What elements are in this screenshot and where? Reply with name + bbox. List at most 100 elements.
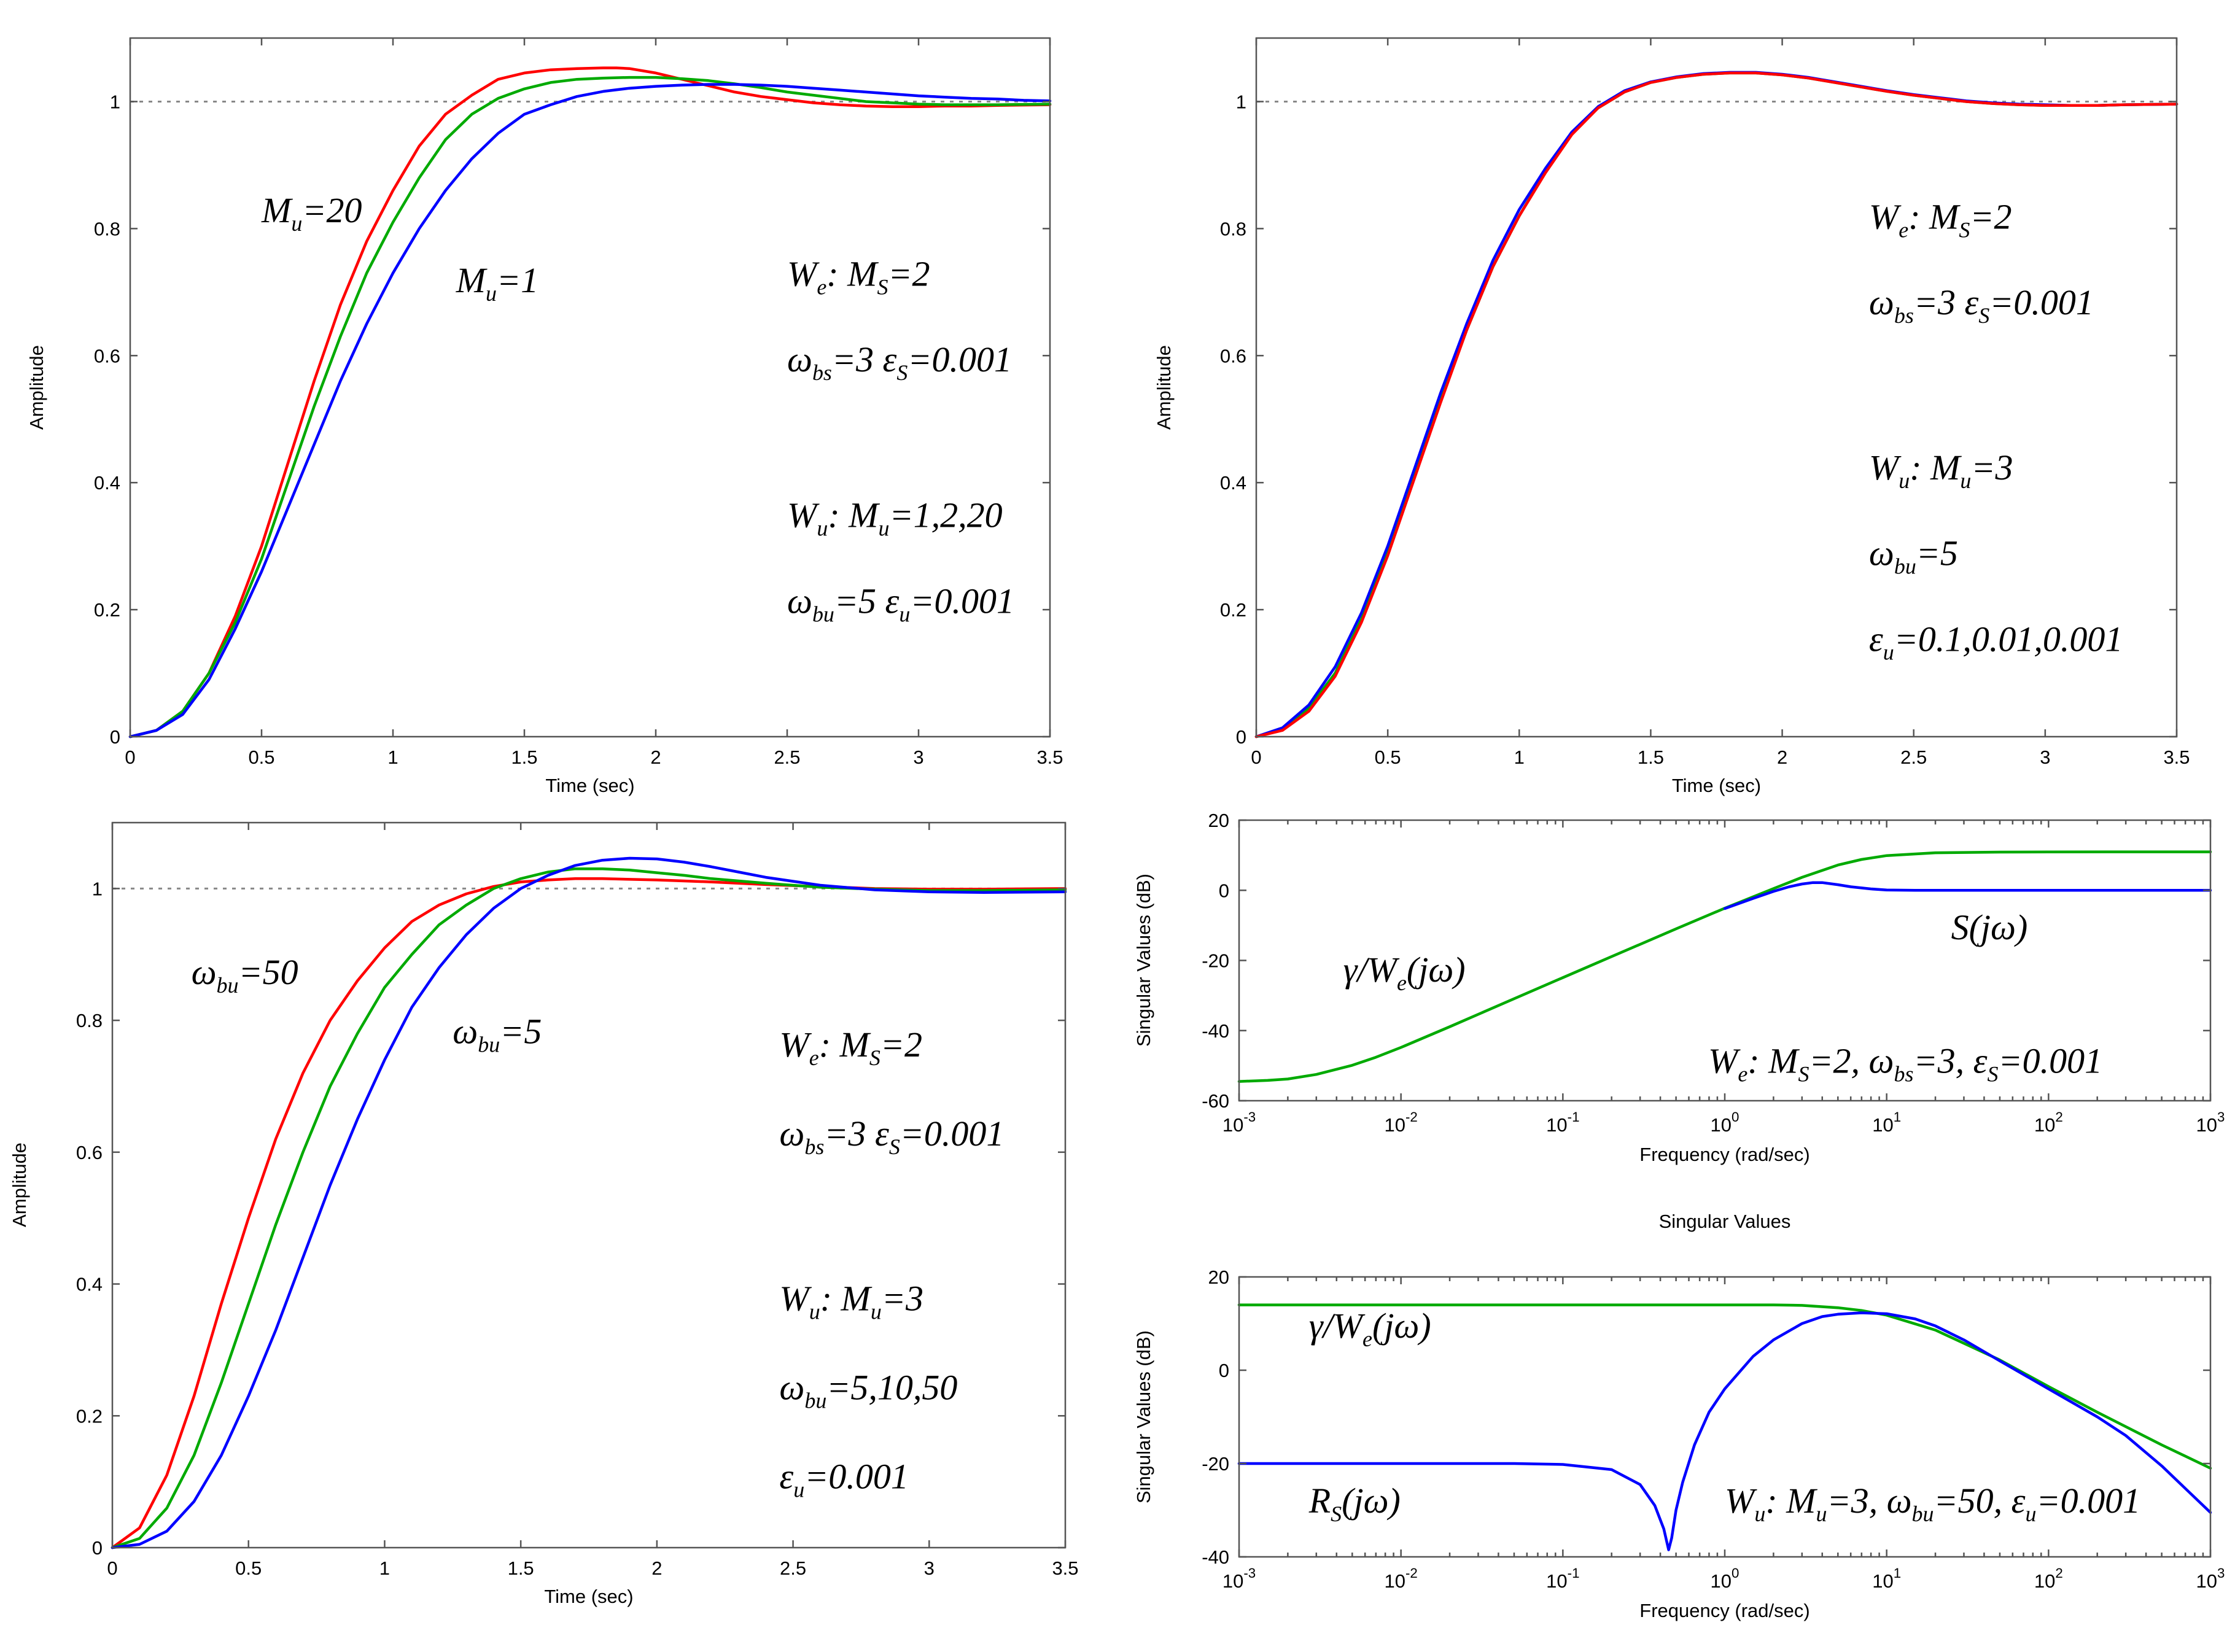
x-tick-label: 1.5 <box>1638 747 1664 768</box>
annotation-wbu: ωbu=5 εu=0.001 <box>787 581 1014 626</box>
annotation-we: We: MS=2 <box>787 254 930 299</box>
x-tick-label: 2.5 <box>1900 747 1927 768</box>
y-tick-label: 0.2 <box>94 599 120 621</box>
annotation-we: We: MS=2, ωbs=3, εS=0.001 <box>1708 1041 2102 1086</box>
series-line-2 <box>128 83 1052 739</box>
annotation-wbu: ωbu=5,10,50 <box>779 1367 957 1413</box>
y-tick-label: 0.2 <box>1220 599 1246 621</box>
x-axis-label: Time (sec) <box>1672 775 1761 796</box>
x-tick-label: 100 <box>1711 1109 1739 1136</box>
x-tick-label: 1 <box>1514 747 1525 768</box>
annotation-wu: Wu: Mu=3 <box>779 1278 923 1324</box>
x-tick-label: 0 <box>1251 747 1261 768</box>
y-tick-label: -40 <box>1202 1020 1229 1042</box>
x-tick-label: 2 <box>651 1557 662 1579</box>
x-tick-label: 0.5 <box>235 1557 262 1579</box>
annotation-we: We: MS=2 <box>1869 196 2012 242</box>
annotation-gamma: γ/We(jω) <box>1343 950 1466 995</box>
series-line-2 <box>1254 71 2179 739</box>
x-tick-label: 3.5 <box>2163 747 2190 768</box>
y-tick-label: 0 <box>110 726 120 748</box>
y-tick-label: 0.4 <box>1220 472 1246 494</box>
annotation-mu20: Mu=20 <box>261 190 362 236</box>
y-tick-label: 0 <box>92 1537 103 1559</box>
y-tick-label: 0.2 <box>76 1405 103 1427</box>
x-tick-label: 1.5 <box>508 1557 534 1579</box>
x-tick-label: 3 <box>2040 747 2050 768</box>
x-tick-label: 1 <box>379 1557 390 1579</box>
annotation-wbs: ωbs=3 εS=0.001 <box>1869 282 2094 328</box>
series-line-0 <box>1237 850 2212 1083</box>
annotation-we: We: MS=2 <box>779 1025 922 1070</box>
y-tick-label: 0.8 <box>76 1010 103 1031</box>
x-tick-label: 2 <box>1777 747 1787 768</box>
y-tick-label: 0.4 <box>76 1274 103 1295</box>
x-tick-label: 2.5 <box>780 1557 806 1579</box>
y-tick-label: 0 <box>1236 726 1246 748</box>
y-axis-label: Amplitude <box>26 345 47 430</box>
x-axis-label: Time (sec) <box>544 1586 633 1607</box>
x-axis-label: Frequency (rad/sec) <box>1639 1144 1809 1165</box>
chart-title: Singular Values <box>1659 1211 1791 1232</box>
y-tick-label: 0.4 <box>94 472 120 494</box>
x-axis-label: Frequency (rad/sec) <box>1639 1600 1809 1621</box>
y-tick-label: 0.6 <box>76 1142 103 1163</box>
chart-step_mu: 0 0.2 0.4 0.6 0.8 1 0 0.5 1 1.5 2 2.5 3 3.5 Time (sec)… <box>26 37 1063 796</box>
x-tick-label: 3.5 <box>1036 747 1063 768</box>
annotation-wbu5: ωbu=5 <box>453 1012 542 1057</box>
series-line-1 <box>111 867 1067 1549</box>
y-tick-label: 20 <box>1208 1266 1229 1288</box>
x-tick-label: 2.5 <box>774 747 800 768</box>
x-tick-label: 2 <box>650 747 661 768</box>
y-tick-label: 0.6 <box>94 345 120 366</box>
series-line-1 <box>1237 1311 2212 1551</box>
annotation-wbu50: ωbu=50 <box>192 952 298 998</box>
annotation-wbs: ωbs=3 εS=0.001 <box>779 1114 1004 1159</box>
plot-frame <box>129 37 1051 738</box>
x-tick-label: 0.5 <box>1375 747 1401 768</box>
annotation-wu: Wu: Mu=3, ωbu=50, εu=0.001 <box>1725 1481 2140 1526</box>
annotation-rs: RS(jω) <box>1308 1481 1401 1526</box>
annotation-eu: εu=0.1,0.01,0.001 <box>1869 619 2123 664</box>
y-tick-label: -40 <box>1202 1546 1229 1568</box>
annotation-wu: Wu: Mu=1,2,20 <box>787 495 1003 541</box>
annotation-wbu: ωbu=5 <box>1869 533 1958 579</box>
y-tick-label: 0.8 <box>1220 218 1246 239</box>
y-tick-label: 0.8 <box>94 218 120 239</box>
annotation-wu: Wu: Mu=3 <box>1869 448 2013 493</box>
annotation-gamma: γ/We(jω) <box>1309 1306 1431 1351</box>
y-tick-label: 0 <box>1219 1360 1229 1381</box>
plot-frame <box>1255 37 2178 738</box>
series-line-1 <box>1723 881 2212 910</box>
series-line-1 <box>128 76 1052 739</box>
plot-frame <box>111 821 1067 1549</box>
chart-step_wbu: 0 0.2 0.4 0.6 0.8 1 0 0.5 1 1.5 2 2.5 3 3.5 Time (sec)… <box>9 821 1079 1607</box>
chart-step_eu: 0 0.2 0.4 0.6 0.8 1 0 0.5 1 1.5 2 2.5 3 3.5 Time (sec)… <box>1153 37 2190 796</box>
annotation-s: S(jω) <box>1951 907 2028 947</box>
x-tick-label: 3 <box>924 1557 935 1579</box>
y-axis-label: Amplitude <box>9 1142 30 1227</box>
y-tick-label: 20 <box>1208 810 1229 831</box>
x-tick-label: 1.5 <box>511 747 537 768</box>
y-tick-label: -20 <box>1202 1453 1229 1475</box>
series-line-2 <box>111 856 1067 1549</box>
annotation-eu: εu=0.001 <box>779 1456 908 1502</box>
y-tick-label: 0.6 <box>1220 345 1246 366</box>
y-axis-label: Amplitude <box>1153 345 1175 430</box>
series-line-0 <box>1237 1303 2212 1470</box>
x-tick-label: 3.5 <box>1052 1557 1078 1579</box>
y-tick-label: -60 <box>1202 1090 1229 1112</box>
y-tick-label: -20 <box>1202 950 1229 972</box>
x-axis-label: Time (sec) <box>545 775 634 796</box>
series-line-0 <box>128 66 1052 739</box>
annotation-wbs: ωbs=3 εS=0.001 <box>787 339 1012 385</box>
x-tick-label: 0 <box>125 747 135 768</box>
y-axis-label: Singular Values (dB) <box>1133 874 1154 1047</box>
y-axis-label: Singular Values (dB) <box>1133 1330 1154 1503</box>
y-tick-label: 0 <box>1219 880 1229 901</box>
x-tick-label: 0 <box>107 1557 117 1579</box>
x-tick-label: 1 <box>387 747 398 768</box>
annotation-mu1: Mu=1 <box>456 260 538 306</box>
